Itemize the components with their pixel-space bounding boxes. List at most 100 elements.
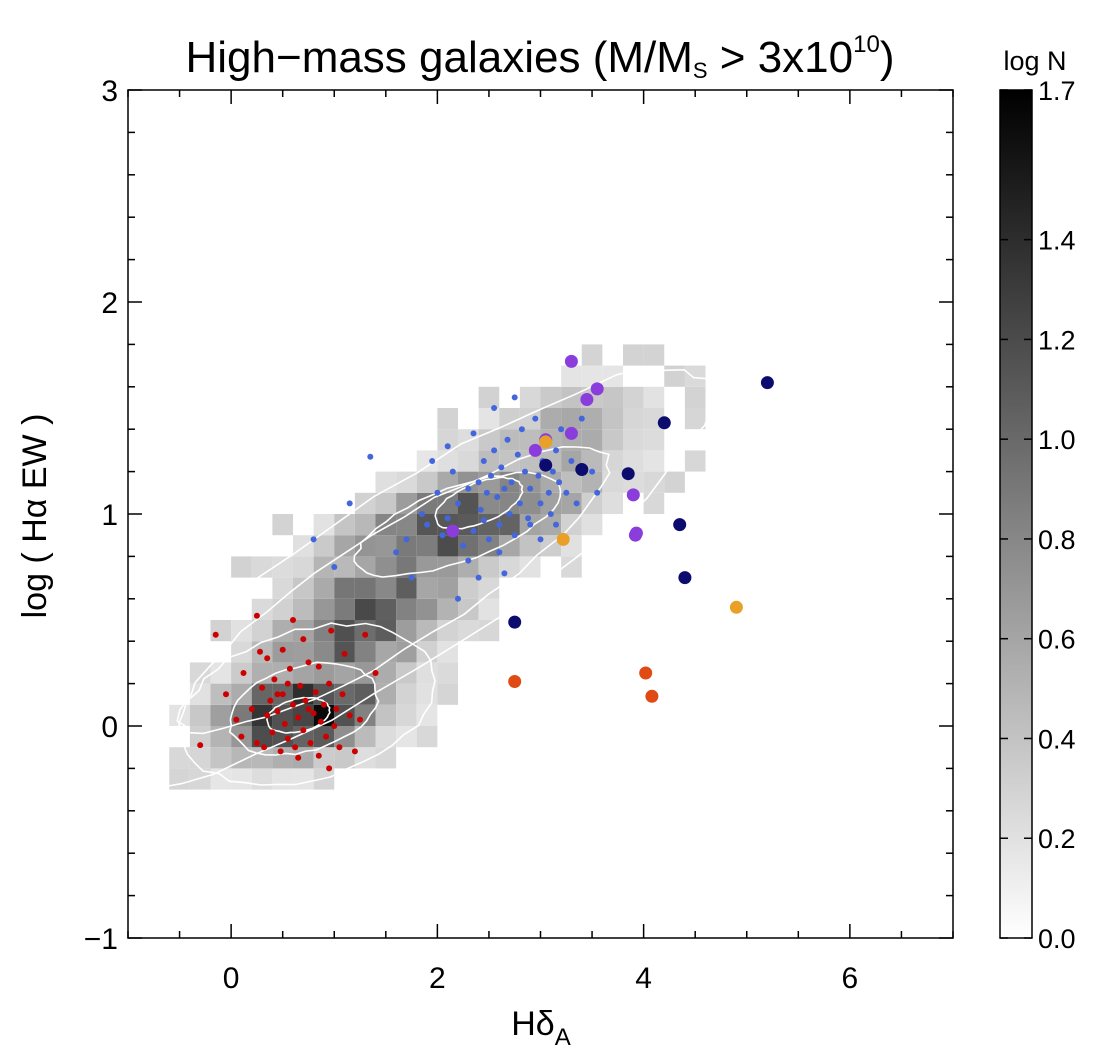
colorbar-tick-label: 1.7: [1038, 76, 1076, 106]
density-bin: [416, 471, 438, 493]
density-bin: [354, 726, 376, 748]
point-blue-small: [501, 570, 508, 577]
density-bin: [623, 386, 644, 408]
density-bin: [375, 492, 397, 514]
point-blue-small: [444, 443, 451, 450]
point-blue-small: [470, 430, 477, 437]
point-blue-small: [480, 517, 487, 524]
point-red-small: [279, 691, 286, 698]
point-red-small: [264, 712, 271, 719]
point-red-small: [315, 663, 322, 670]
density-bin: [561, 492, 582, 514]
density-bin: [664, 365, 685, 387]
density-bin: [272, 514, 294, 536]
density-bin: [334, 747, 355, 769]
point-blue-small: [518, 426, 525, 433]
colorbar-tick-label: 1.4: [1038, 226, 1076, 256]
point-blue-small: [393, 549, 400, 556]
density-bin: [313, 577, 335, 599]
density-bin: [519, 386, 541, 408]
density-bin: [272, 768, 294, 790]
point-red-small: [269, 729, 276, 736]
density-bin: [437, 662, 459, 684]
density-bin: [313, 747, 335, 769]
point-navy: [539, 458, 553, 472]
y-axis-label: log ( Hα EW ): [16, 414, 54, 619]
density-bin: [458, 492, 479, 514]
point-red-small: [238, 733, 245, 740]
density-bin: [478, 492, 500, 514]
point-blue-small: [403, 536, 410, 543]
point-blue-small: [485, 536, 492, 543]
density-bin: [623, 450, 644, 472]
point-navy: [760, 376, 774, 390]
colorbar-tick-label: 0.8: [1038, 525, 1076, 555]
point-red-small: [305, 706, 312, 712]
point-red-small: [326, 680, 333, 687]
density-bin: [643, 344, 665, 366]
density-bin: [272, 556, 294, 578]
density-bin: [354, 514, 376, 536]
density-bin: [210, 620, 232, 642]
density-bin: [519, 556, 541, 578]
x-tick-labels: 0 2 4 6: [223, 962, 858, 995]
point-blue-small: [477, 506, 484, 513]
density-bin: [643, 471, 665, 493]
point-blue-small: [480, 458, 487, 464]
density-bin: [334, 535, 355, 557]
density-bin: [334, 598, 355, 620]
point-red-small: [300, 636, 307, 643]
density-bin: [602, 492, 624, 514]
point-red-small: [274, 691, 281, 698]
density-bin: [561, 556, 582, 578]
density-bin: [602, 450, 624, 472]
density-bin: [375, 620, 397, 642]
point-blue-small: [522, 468, 528, 475]
density-bin: [561, 386, 582, 408]
point-purple: [564, 354, 578, 368]
density-bin: [478, 535, 500, 557]
density-bin: [189, 704, 211, 726]
density-bin: [396, 662, 417, 684]
density-bin: [478, 408, 500, 430]
density-bin: [540, 492, 562, 514]
density-bin: [375, 641, 397, 663]
point-orange: [729, 600, 743, 614]
x-tick-label: 2: [429, 962, 446, 995]
density-bin: [643, 492, 665, 514]
point-red-small: [326, 765, 333, 772]
density-bin: [478, 577, 500, 599]
point-navy: [575, 463, 589, 476]
point-orange: [556, 532, 570, 546]
point-red-small: [295, 754, 302, 761]
colorbar-tick-label: 1.2: [1038, 325, 1076, 355]
density-contours: [91, 366, 722, 790]
density-bin: [189, 726, 211, 748]
density-bin: [437, 492, 459, 514]
point-red-small: [197, 742, 204, 749]
point-blue-small: [547, 511, 554, 517]
point-orange: [539, 435, 553, 449]
point-red-small: [264, 655, 271, 662]
point-red-small: [357, 716, 363, 723]
density-bin: [684, 408, 706, 430]
density-bin: [499, 408, 520, 430]
density-bin: [643, 386, 665, 408]
density-bin: [313, 535, 335, 557]
density-bin: [396, 492, 417, 514]
point-red-small: [290, 701, 296, 708]
density-bin: [416, 598, 438, 620]
density-bin: [375, 662, 397, 684]
point-blue-small: [516, 500, 523, 507]
point-blue-small: [504, 436, 511, 443]
density-bin: [623, 408, 644, 430]
point-blue-small: [496, 521, 503, 528]
point-red-small: [284, 680, 291, 687]
point-blue-small: [488, 472, 494, 479]
x-tick-label: 0: [223, 962, 240, 995]
density-bin: [251, 683, 273, 705]
point-purple: [528, 443, 542, 457]
density-bin: [458, 535, 479, 557]
density-bin: [272, 620, 294, 642]
